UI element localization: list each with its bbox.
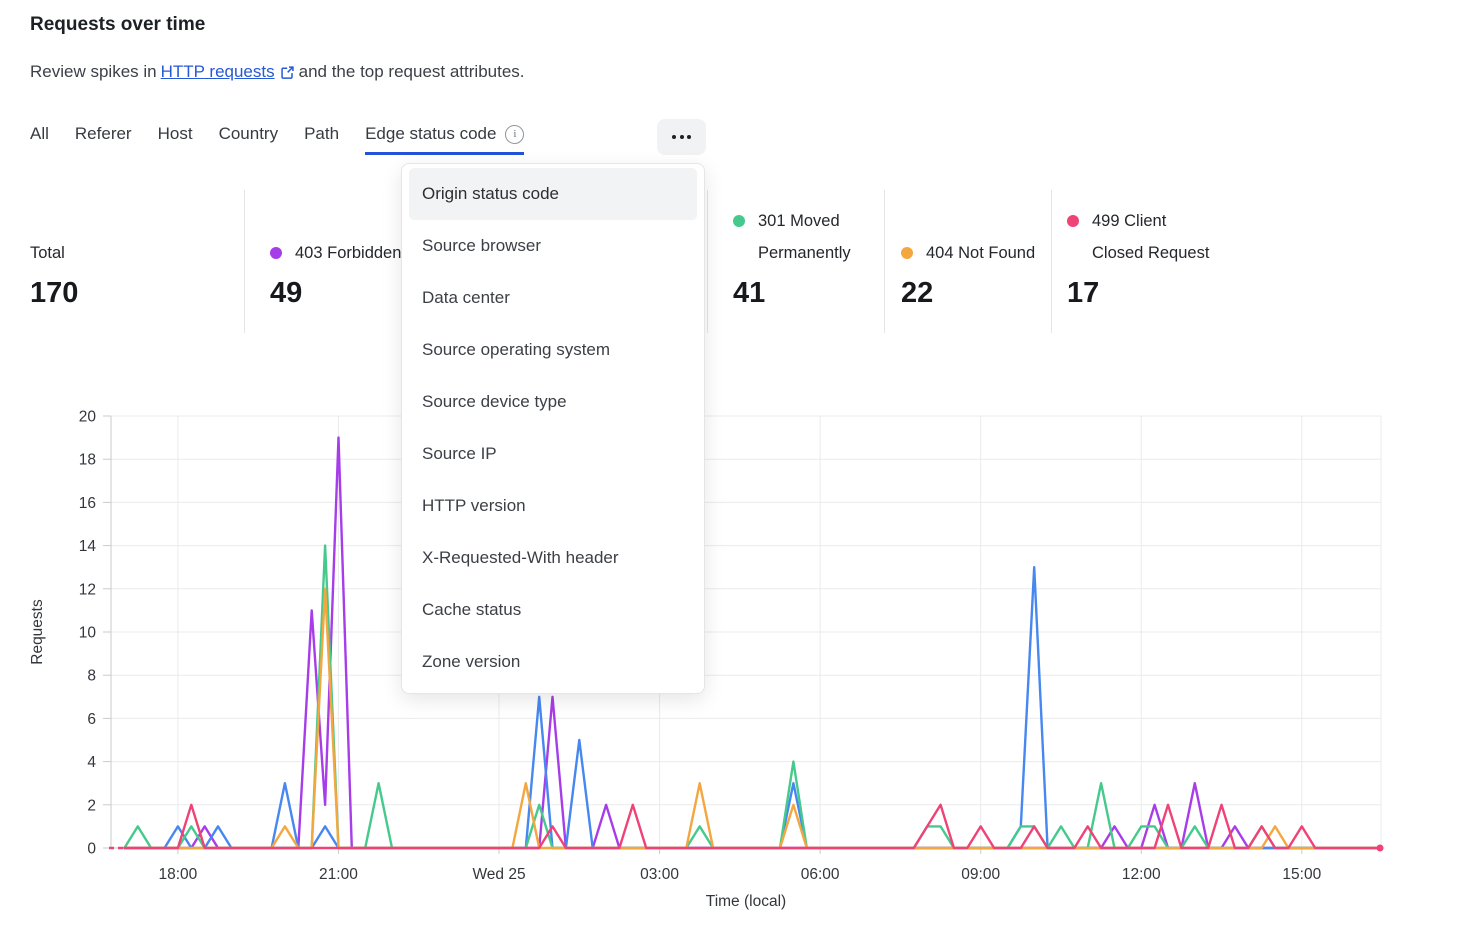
- tab-path[interactable]: Path: [304, 124, 339, 155]
- tab-bar: All Referer Host Country Path Edge status cod…: [30, 118, 525, 155]
- x-tick-label: 09:00: [961, 866, 1000, 883]
- y-tick-label: 2: [87, 797, 96, 814]
- stat-label-wrap: 404 Not Found: [901, 205, 1053, 269]
- series-line-403-forbidden: [123, 436, 1384, 850]
- stat-label: 404 Not Found: [901, 237, 1035, 269]
- y-tick-label: 14: [79, 538, 97, 555]
- menu-item-source-ip[interactable]: Source IP: [422, 444, 497, 463]
- y-tick-label: 20: [79, 409, 97, 426]
- stat-403-forbidden[interactable]: 403 Forbidden 49: [270, 205, 422, 310]
- y-tick-label: 16: [79, 495, 96, 512]
- stat-value: 17: [1067, 277, 1100, 309]
- series-line-404-not-found: [123, 587, 1384, 850]
- y-tick-label: 0: [87, 841, 96, 858]
- stat-404-not-found[interactable]: 404 Not Found 22: [901, 205, 1053, 310]
- tab-country[interactable]: Country: [219, 124, 279, 155]
- tab-referer[interactable]: Referer: [75, 124, 132, 155]
- stat-label-wrap: Total: [30, 205, 182, 269]
- http-requests-link[interactable]: HTTP requests: [161, 62, 295, 82]
- stat-divider: [707, 190, 708, 333]
- stat-label: 499 Client Closed Request: [1067, 205, 1219, 269]
- tab-label: All: [30, 124, 49, 143]
- menu-item-cache-status[interactable]: Cache status: [422, 600, 522, 619]
- stat-499-client-closed-request[interactable]: 499 Client Closed Request 17: [1067, 205, 1219, 310]
- ellipsis-icon: [679, 135, 684, 139]
- menu-item-x-requested-with-header[interactable]: X-Requested-With header: [422, 548, 619, 567]
- stat-label-wrap: 499 Client Closed Request: [1067, 205, 1219, 269]
- stat-divider: [1051, 190, 1052, 333]
- series-color-dot: [270, 247, 282, 259]
- stat-total: Total 170: [30, 205, 182, 310]
- x-tick-label: 03:00: [640, 866, 679, 883]
- tab-label: Edge status code: [365, 124, 497, 143]
- y-tick-label: 4: [87, 754, 96, 771]
- tab-edge-status-code[interactable]: Edge status code i: [365, 124, 525, 155]
- http-requests-link-label: HTTP requests: [160, 62, 275, 81]
- tab-label: Path: [304, 124, 340, 143]
- attribute-dropdown-menu: Origin status code Source browser Data cen…: [401, 163, 705, 694]
- y-axis-title: Requests: [29, 599, 46, 665]
- menu-item-data-center[interactable]: Data center: [422, 288, 510, 307]
- series-end-point-dot: [1376, 844, 1384, 852]
- menu-item-zone-version[interactable]: Zone version: [422, 652, 521, 671]
- tab-label: Referer: [74, 124, 132, 143]
- menu-item-source-browser[interactable]: Source browser: [422, 236, 542, 255]
- stat-301-moved-permanently[interactable]: 301 Moved Permanently 41: [733, 205, 885, 310]
- x-tick-label: 06:00: [801, 866, 840, 883]
- more-tabs-button[interactable]: [657, 119, 706, 155]
- x-tick-label: 12:00: [1122, 866, 1161, 883]
- series-line-301-moved-permanently: [123, 544, 1384, 850]
- stat-value: 41: [733, 277, 766, 309]
- stat-label-wrap: 403 Forbidden: [270, 205, 422, 269]
- tab-label: Country: [218, 124, 279, 143]
- x-tick-label: 15:00: [1282, 866, 1321, 883]
- stat-label: Total: [30, 244, 65, 262]
- menu-item-origin-status-code[interactable]: Origin status code: [409, 168, 697, 220]
- y-tick-label: 6: [87, 711, 96, 728]
- page-title: Requests over time: [30, 14, 206, 35]
- subtitle-prefix: Review spikes in: [30, 62, 157, 81]
- stat-divider: [884, 190, 885, 333]
- info-icon[interactable]: i: [505, 124, 525, 144]
- y-tick-label: 8: [87, 668, 96, 685]
- tab-host[interactable]: Host: [158, 124, 193, 155]
- y-tick-label: 12: [79, 581, 96, 598]
- stat-divider: [244, 190, 245, 333]
- stat-label: 301 Moved Permanently: [733, 205, 885, 269]
- series-color-dot: [1067, 215, 1079, 227]
- external-link-icon: [280, 65, 294, 79]
- stat-label-wrap: 301 Moved Permanently: [733, 205, 885, 269]
- subtitle-suffix: and the top request attributes.: [298, 62, 525, 81]
- ellipsis-icon: [687, 135, 691, 139]
- x-tick-label: Wed 25: [472, 866, 525, 883]
- ellipsis-icon: [672, 135, 676, 139]
- tab-label: Host: [157, 124, 193, 143]
- stat-value: 170: [30, 277, 79, 309]
- subtitle: Review spikes in HTTP requests and the t…: [30, 62, 525, 82]
- x-tick-label: 18:00: [159, 866, 198, 883]
- series-color-dot: [901, 247, 913, 259]
- series-color-dot: [733, 215, 745, 227]
- x-tick-label: 21:00: [319, 866, 358, 883]
- series-line--legend-hidden-by-open-menu-: [123, 566, 1384, 850]
- stat-value: 49: [270, 277, 303, 309]
- menu-item-http-version[interactable]: HTTP version: [422, 496, 526, 515]
- series-line-499-client-closed-request: [123, 803, 1384, 850]
- y-tick-label: 18: [79, 452, 96, 469]
- x-axis-title: Time (local): [706, 893, 786, 910]
- stat-value: 22: [901, 277, 934, 309]
- tab-all[interactable]: All: [30, 124, 49, 155]
- menu-item-source-operating-system[interactable]: Source operating system: [422, 340, 611, 359]
- menu-item-source-device-type[interactable]: Source device type: [422, 392, 567, 411]
- stat-label: 403 Forbidden: [270, 237, 401, 269]
- y-tick-label: 10: [79, 625, 97, 642]
